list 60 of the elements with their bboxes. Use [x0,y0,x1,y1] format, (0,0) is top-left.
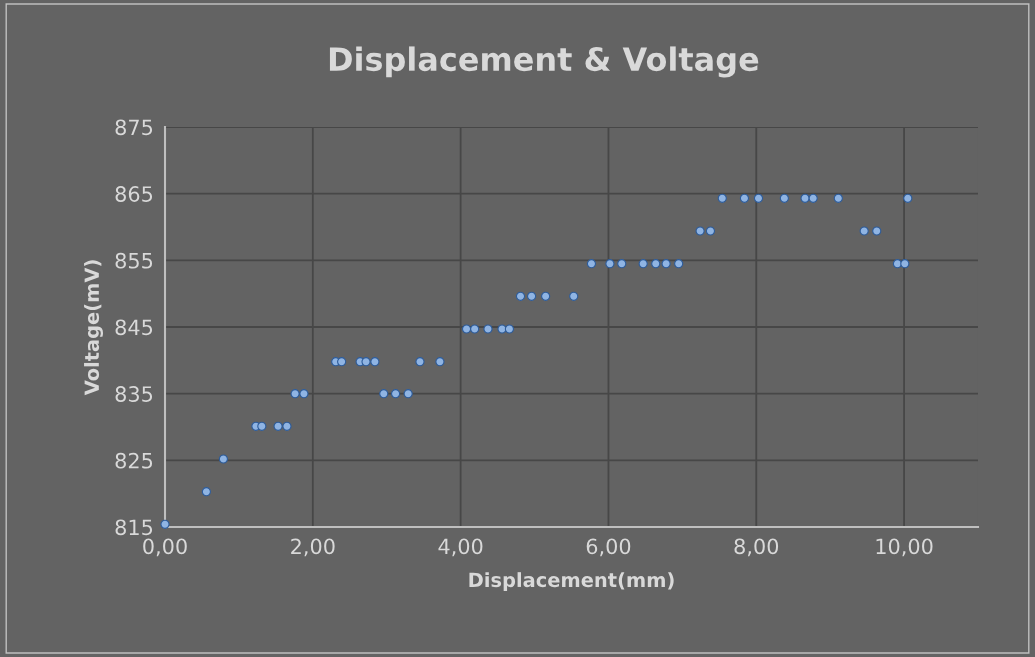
point [900,259,910,269]
x-axis-title: Displacement(mm) [469,572,674,591]
point [403,389,413,399]
point [651,259,661,269]
point [299,389,309,399]
point [415,357,425,367]
point [337,357,347,367]
point [526,291,537,301]
point [201,487,211,497]
y-tick-label: 835 [115,386,153,402]
y-tick-label: 865 [115,186,153,202]
point [218,454,228,464]
point [257,421,267,431]
point [497,324,507,334]
point [379,389,389,399]
y-tick-label: 825 [115,452,153,469]
point [617,259,627,269]
point [515,291,526,301]
x-tick-label: 10,00 [876,538,933,557]
point [705,226,716,236]
y-tick-label: 845 [115,319,153,336]
point [586,259,597,269]
point [361,357,371,367]
point [872,226,882,236]
point [605,259,615,269]
point [370,357,380,367]
point [695,226,705,236]
point [833,193,843,203]
y-tick-label: 875 [115,119,153,136]
point [808,193,818,203]
point [282,421,292,431]
point [638,259,648,269]
point [674,259,684,269]
point [290,389,300,399]
point [800,193,810,203]
x-tick-label: 8,00 [734,538,779,557]
point [739,193,750,203]
x-tick-label: 6,00 [586,538,631,557]
point [483,324,493,334]
y-tick-label: 815 [115,519,153,536]
point [903,193,913,203]
x-tick-label: 2,00 [291,538,335,557]
x-tick-label: 0,00 [143,538,187,557]
point [390,389,401,399]
point [273,421,283,431]
point [541,291,551,301]
y-axis-title: Voltage(mV) [84,260,104,396]
point [160,519,170,529]
point [470,324,480,334]
point [717,193,727,203]
point [504,324,515,334]
point [435,357,445,367]
point [753,193,764,203]
chart-title: Displacement & Voltage [329,46,759,78]
point [779,193,789,203]
point [661,259,671,269]
x-tick-label: 4,00 [438,538,483,557]
point [569,291,579,301]
y-tick-label: 855 [115,252,153,269]
point [859,226,869,236]
